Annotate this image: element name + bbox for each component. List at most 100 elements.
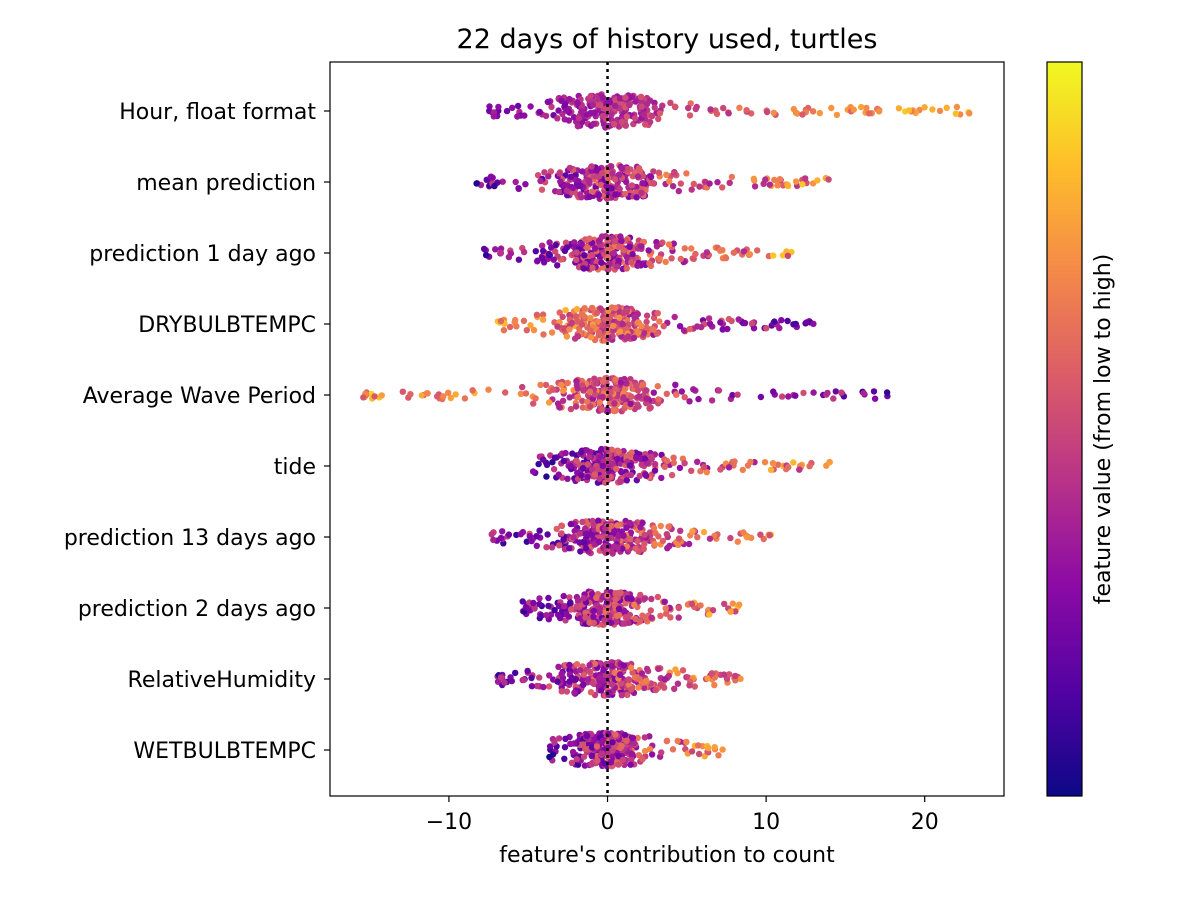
data-point	[524, 667, 531, 675]
data-point	[587, 689, 595, 696]
data-point	[616, 171, 623, 178]
data-point	[870, 388, 878, 395]
data-point	[646, 260, 653, 267]
data-point	[566, 678, 573, 685]
data-point	[663, 457, 671, 465]
data-point	[671, 313, 678, 321]
data-point	[566, 594, 573, 601]
data-point	[694, 534, 701, 541]
data-point	[590, 607, 598, 614]
data-point	[555, 611, 562, 619]
y-tick-label: Hour, float format	[119, 100, 316, 125]
y-tick-label: Average Wave Period	[83, 384, 316, 409]
data-point	[545, 683, 553, 690]
data-point	[576, 530, 584, 537]
data-point	[583, 732, 591, 739]
data-point	[736, 104, 743, 112]
data-point	[724, 325, 731, 333]
data-point	[616, 671, 624, 678]
data-point	[586, 388, 594, 395]
data-point	[509, 104, 516, 112]
data-point	[378, 392, 385, 399]
data-point	[581, 525, 589, 532]
data-point	[709, 607, 717, 614]
data-point	[629, 734, 637, 742]
data-point	[560, 457, 567, 465]
data-point	[641, 540, 648, 548]
data-point	[616, 95, 624, 102]
data-point	[587, 327, 594, 334]
data-point	[729, 391, 736, 399]
data-point	[566, 394, 573, 401]
data-point	[619, 756, 626, 764]
data-point	[505, 531, 513, 538]
data-point	[626, 676, 633, 684]
data-point	[577, 615, 584, 622]
data-point	[826, 459, 833, 466]
data-point	[523, 327, 530, 334]
data-point	[556, 404, 563, 411]
data-point	[620, 447, 627, 455]
data-point	[643, 312, 651, 319]
data-point	[561, 755, 568, 762]
data-point	[558, 381, 565, 389]
data-point	[573, 457, 580, 465]
data-point	[863, 104, 870, 112]
data-point	[539, 316, 547, 323]
data-point	[612, 590, 619, 597]
data-point	[686, 112, 694, 119]
data-point	[952, 110, 959, 117]
data-point	[814, 177, 821, 184]
data-point	[608, 304, 616, 311]
data-point	[730, 249, 737, 256]
data-point	[643, 665, 651, 673]
data-point	[580, 671, 587, 678]
data-point	[371, 393, 378, 400]
data-point	[594, 757, 601, 764]
data-point	[602, 525, 609, 532]
data-point	[523, 538, 530, 545]
data-point	[810, 320, 817, 327]
data-point	[635, 598, 642, 605]
data-point	[662, 258, 669, 266]
data-point	[560, 387, 567, 394]
data-point	[631, 601, 638, 608]
data-point	[645, 247, 652, 254]
data-point	[647, 173, 655, 181]
data-point	[558, 530, 565, 537]
data-point	[574, 393, 582, 401]
y-tick-label: RelativeHumidity	[128, 668, 316, 693]
data-point	[651, 104, 658, 111]
data-point	[495, 103, 502, 111]
data-point	[703, 249, 711, 256]
data-point	[865, 110, 873, 117]
data-point	[582, 745, 589, 753]
data-point	[689, 528, 696, 535]
data-point	[785, 393, 792, 400]
data-point	[568, 759, 576, 766]
data-point	[573, 249, 580, 256]
data-point	[573, 603, 580, 610]
data-point	[628, 686, 635, 693]
data-point	[635, 393, 643, 400]
data-point	[679, 667, 687, 674]
data-point	[599, 169, 606, 177]
data-point	[555, 663, 562, 670]
data-point	[578, 241, 585, 248]
data-point	[604, 246, 611, 254]
data-point	[613, 465, 620, 473]
data-point	[559, 397, 567, 404]
data-point	[560, 325, 568, 332]
data-point	[586, 235, 593, 242]
data-point	[574, 318, 581, 325]
data-point	[548, 329, 556, 336]
data-point	[695, 750, 703, 758]
data-point	[816, 109, 823, 117]
data-point	[711, 681, 718, 689]
data-point	[556, 170, 563, 177]
data-point	[784, 181, 791, 188]
data-point	[473, 180, 480, 187]
data-point	[538, 186, 546, 193]
data-point	[614, 544, 621, 551]
data-point	[833, 111, 841, 119]
